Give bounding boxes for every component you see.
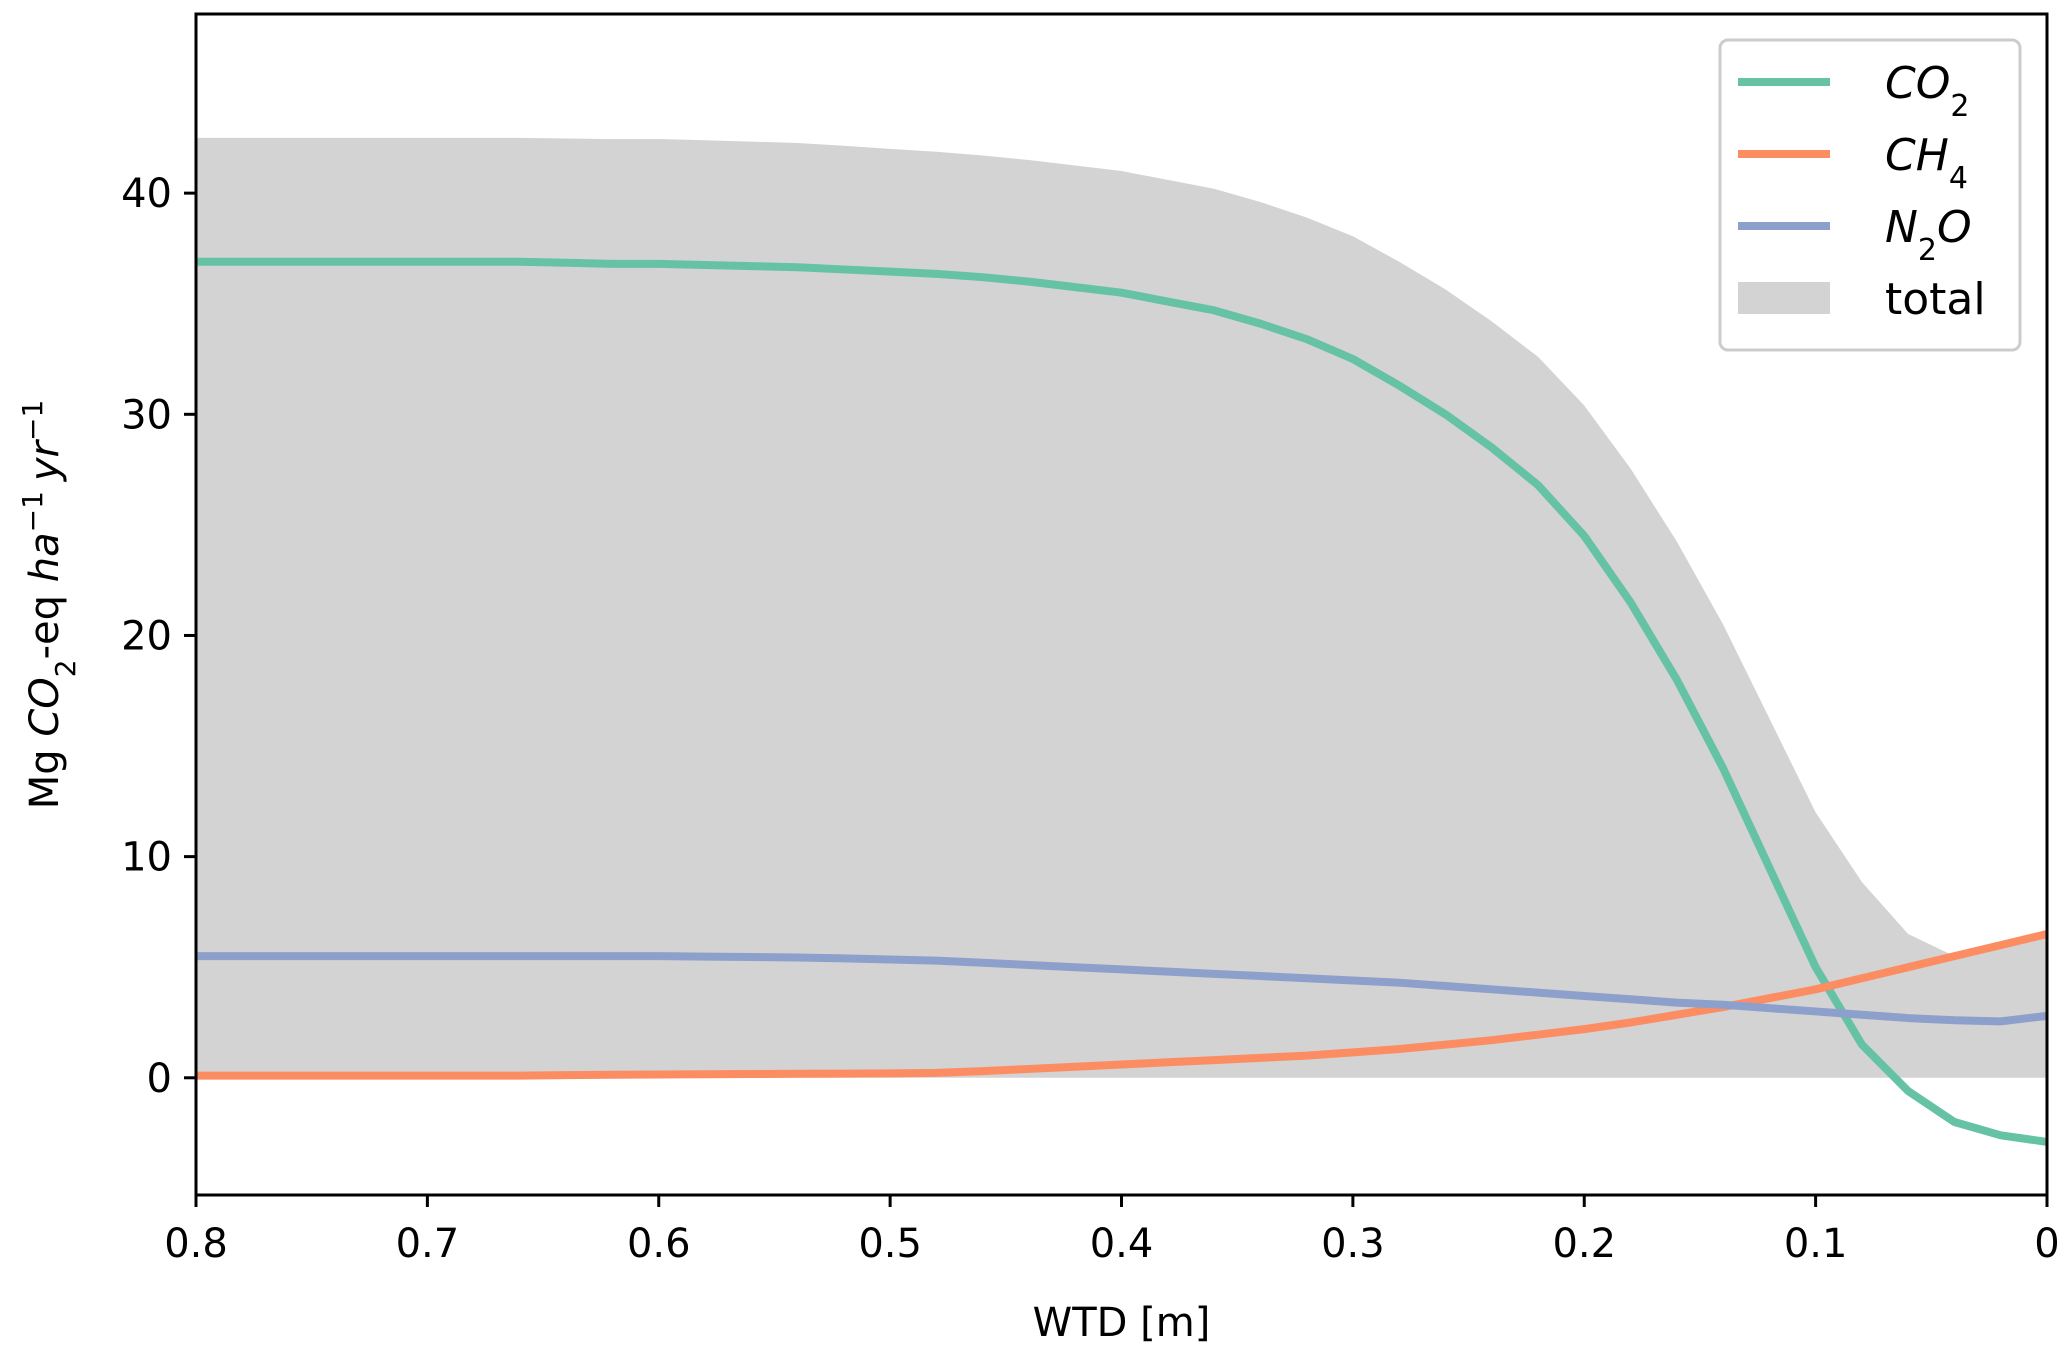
legend-label: total — [1885, 274, 1986, 325]
y-tick-label: 20 — [121, 613, 172, 659]
series-line-2 — [196, 952, 2048, 1026]
total-area — [196, 137, 2047, 1078]
y-tick-label: 40 — [121, 171, 172, 217]
y-tick-label: 10 — [121, 835, 172, 881]
y-tick-label: 0 — [147, 1056, 172, 1102]
legend-label: N2O — [1885, 202, 1972, 268]
y-axis-title-exponent-yr: −1 — [16, 400, 49, 441]
y-axis-ticks: 0 10 20 30 40 — [121, 171, 196, 1102]
legend-label: CH4 — [1885, 130, 1968, 196]
legend-swatch — [1738, 282, 1830, 314]
x-tick-label: 0.5 — [858, 1221, 922, 1267]
x-tick-label: 0.3 — [1321, 1221, 1385, 1267]
series-line-0 — [196, 257, 2048, 1146]
y-axis-title-prefix: Mg — [22, 737, 68, 810]
y-tick-label: 30 — [121, 392, 172, 438]
x-tick-label: 0.7 — [396, 1221, 460, 1267]
series-lines — [196, 257, 2048, 1146]
y-axis-title-unit-ha: ha — [22, 532, 68, 582]
y-axis-title-unit-yr: yr — [22, 438, 68, 482]
y-axis-title-species-subscript: 2 — [49, 659, 82, 677]
y-axis-title-species: CO — [22, 677, 68, 736]
x-tick-label: 0 — [2034, 1221, 2059, 1267]
y-axis-title-middle: -eq — [22, 582, 68, 659]
x-axis-title: WTD [m] — [1033, 1300, 1211, 1346]
x-tick-label: 0.1 — [1784, 1221, 1848, 1267]
x-tick-label: 0.2 — [1552, 1221, 1616, 1267]
y-axis-title: Mg CO2-eq ha−1yr−1 — [16, 400, 82, 810]
plot-area — [196, 137, 2048, 1146]
legend-label: CO2 — [1885, 58, 1969, 124]
x-tick-label: 0.6 — [627, 1221, 691, 1267]
x-tick-label: 0.4 — [1090, 1221, 1154, 1267]
x-tick-label: 0.8 — [164, 1221, 228, 1267]
x-axis-ticks: 0.8 0.7 0.6 0.5 0.4 0.3 0.2 0.1 0 — [164, 1195, 2060, 1267]
legend-box — [1718, 38, 2022, 352]
y-axis-title-exponent-ha: −1 — [16, 491, 49, 532]
